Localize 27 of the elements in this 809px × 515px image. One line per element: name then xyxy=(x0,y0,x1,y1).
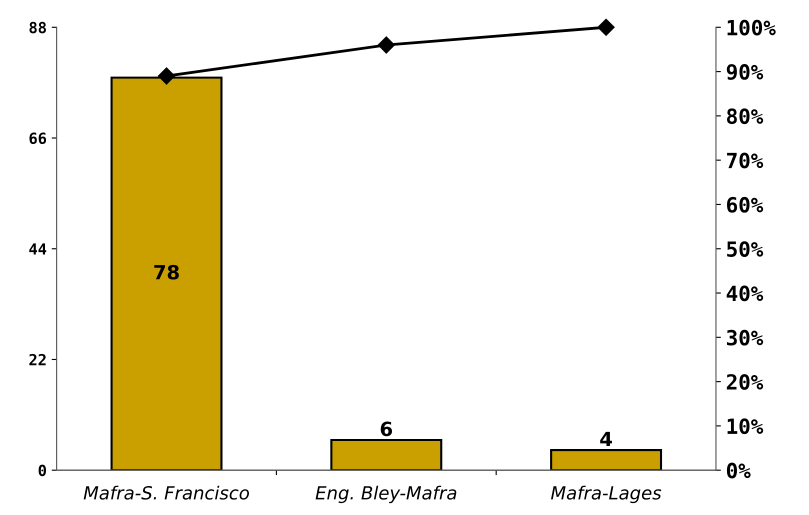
y2-tick-label: 40% xyxy=(726,285,764,302)
point xyxy=(598,18,615,36)
y-tick-label: 88 xyxy=(29,22,46,34)
y2-tick-label: 50% xyxy=(727,241,764,257)
y2-tick-label: 60% xyxy=(727,196,764,213)
y2-tick-label: 80% xyxy=(727,108,764,124)
x-tick-label: Eng. Bley-Mafra xyxy=(316,486,456,504)
data-label: 78 xyxy=(154,264,179,280)
x-tick-label: Mafra-S. Francisco xyxy=(84,486,249,500)
x-tick-label: Mafra-Lages xyxy=(551,486,662,504)
y-tick-label: 44 xyxy=(29,243,46,255)
data-label: 4 xyxy=(600,432,612,446)
y2-tick-label: 100% xyxy=(728,20,776,36)
y2-tick-label: 10% xyxy=(728,418,764,434)
bar xyxy=(550,449,662,470)
bar xyxy=(330,438,442,470)
point xyxy=(158,67,176,85)
y2-tick-label: 20% xyxy=(726,374,764,390)
y-tick-label: 0 xyxy=(38,464,46,476)
y2-tick-label: 30% xyxy=(726,330,764,346)
y2-tick-label: 90% xyxy=(726,64,764,80)
y-tick-label: 22 xyxy=(29,354,46,366)
y2-tick-label: 0% xyxy=(726,462,751,478)
point xyxy=(378,36,395,54)
y-tick-label: 66 xyxy=(29,132,46,144)
y2-tick-label: 70% xyxy=(727,152,764,168)
data-label: 6 xyxy=(380,422,392,436)
